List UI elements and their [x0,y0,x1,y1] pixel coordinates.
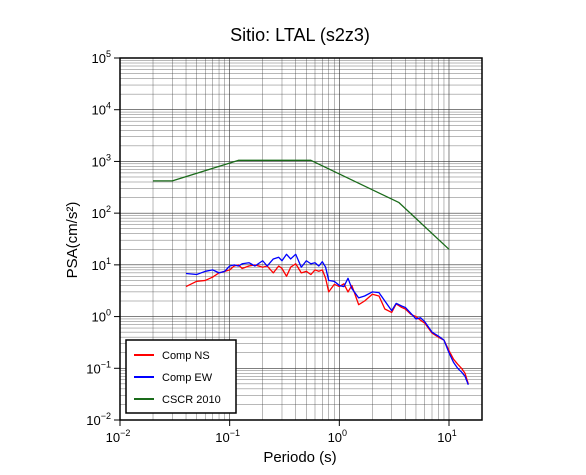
x-tick-label: 100 [328,428,347,445]
series-group [153,159,469,386]
y-tick-label: 100 [92,308,111,325]
chart-title: Sitio: LTAL (s2z3) [230,25,370,45]
x-tick-label: 10−2 [106,428,131,445]
legend: Comp NS Comp EW CSCR 2010 [125,339,237,414]
legend-label: Comp NS [162,350,210,362]
y-tick-label: 10−2 [86,411,111,428]
x-tick-label: 10−1 [215,428,240,445]
legend-label: CSCR 2010 [162,394,221,406]
series-line-3 [153,159,450,250]
x-tick-label: 101 [437,428,456,445]
grid [119,57,483,421]
y-tick-label: 101 [92,256,111,273]
y-tick-label: 104 [92,101,111,118]
y-tick-label: 103 [92,152,111,169]
series-line-1 [185,263,469,385]
legend-label: Comp EW [162,372,213,384]
series-line-2 [185,253,469,386]
y-axis-label: PSA(cm/s²) [64,202,81,279]
y-tick-label: 105 [92,49,111,66]
x-axis-label: Periodo (s) [263,449,336,466]
y-tick-label: 102 [92,204,111,221]
plot-frame [119,57,483,421]
y-tick-label: 10−1 [86,359,111,376]
